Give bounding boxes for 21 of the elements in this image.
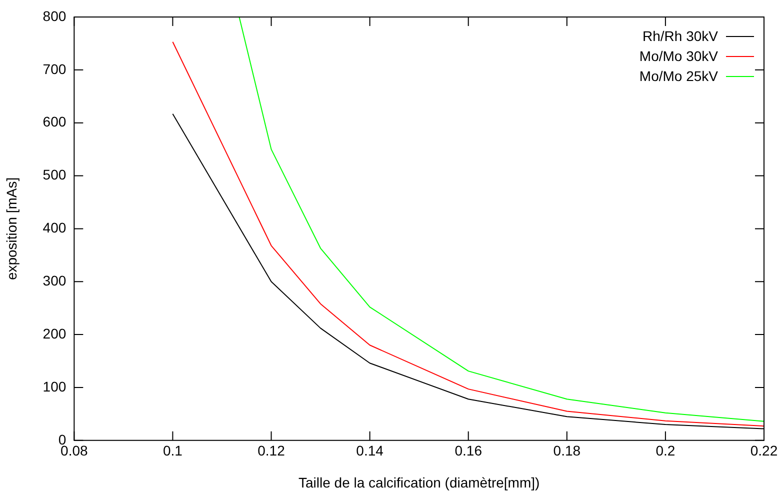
y-tick-label: 300 — [42, 272, 66, 288]
y-tick-label: 200 — [42, 325, 66, 342]
x-tick-label: 0.12 — [258, 442, 286, 459]
x-tick-label: 0.2 — [656, 442, 676, 459]
y-tick-label: 600 — [42, 114, 66, 130]
y-tick-label: 500 — [42, 166, 66, 183]
legend-label: Mo/Mo 25kV — [639, 68, 718, 84]
x-tick-label: 0.1 — [162, 442, 183, 459]
y-tick-label: 400 — [42, 220, 66, 236]
y-axis-title: exposition [mAs] — [3, 177, 20, 280]
x-tick-label: 0.22 — [750, 442, 778, 459]
legend-label: Rh/Rh 30kV — [642, 28, 718, 44]
x-tick-label: 0.18 — [553, 442, 581, 459]
x-tick-label: 0.14 — [356, 442, 384, 459]
x-tick-label: 0.16 — [454, 442, 482, 459]
legend-label: Mo/Mo 30kV — [639, 48, 718, 64]
y-tick-label: 800 — [42, 8, 66, 24]
y-tick-label: 100 — [42, 378, 66, 394]
x-axis-title: Taille de la calcification (diamètre[mm]) — [298, 474, 540, 490]
y-tick-label: 0 — [58, 431, 66, 448]
y-tick-label: 700 — [42, 60, 66, 77]
